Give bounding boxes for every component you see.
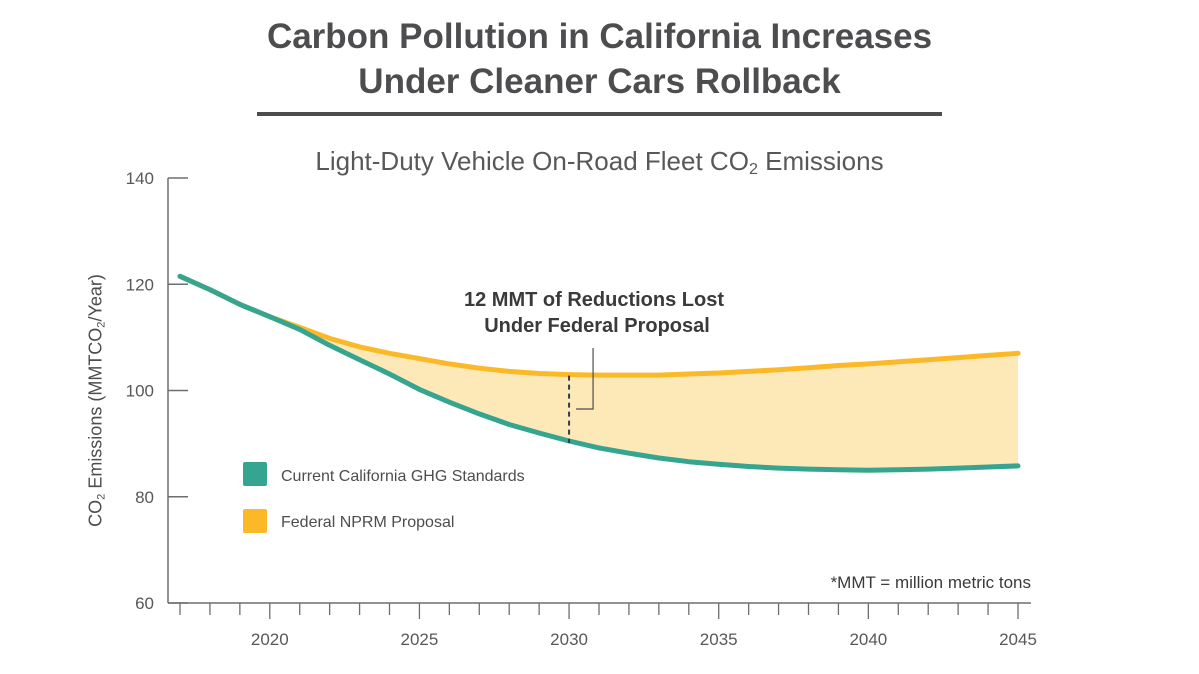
title-line-2: Under Cleaner Cars Rollback xyxy=(358,62,841,101)
y-tick-label-60: 60 xyxy=(135,594,154,613)
x-tick-label-2035: 2035 xyxy=(700,630,738,649)
annotation-leader-line xyxy=(576,348,594,410)
chart-subtitle: Light-Duty Vehicle On-Road Fleet CO2 Emi… xyxy=(315,146,884,179)
y-tick-label-120: 120 xyxy=(126,275,154,294)
title-divider xyxy=(257,112,942,116)
reductions-lost-area xyxy=(180,276,1018,471)
legend-label-california: Current California GHG Standards xyxy=(281,468,525,485)
x-tick-label-2040: 2040 xyxy=(849,630,887,649)
page-title: Carbon Pollution in California Increases… xyxy=(0,14,1199,104)
x-tick-label-2045: 2045 xyxy=(999,630,1037,649)
y-tick-label-100: 100 xyxy=(126,382,154,401)
y-tick-label-80: 80 xyxy=(135,488,154,507)
y-tick-label-140: 140 xyxy=(126,169,154,188)
legend-swatch-california xyxy=(243,462,267,486)
legend-label-federal: Federal NPRM Proposal xyxy=(281,514,454,531)
series-line-california xyxy=(177,273,1021,473)
annotation-line-1: 12 MMT of Reductions Lost xyxy=(464,289,724,311)
legend-swatch-federal xyxy=(243,509,267,533)
annotation-line-2: Under Federal Proposal xyxy=(484,315,710,337)
title-line-1: Carbon Pollution in California Increases xyxy=(266,17,933,56)
footnote: *MMT = million metric tons xyxy=(831,573,1031,592)
x-tick-label-2025: 2025 xyxy=(401,630,439,649)
x-tick-label-2020: 2020 xyxy=(251,630,289,649)
series-line-federal xyxy=(177,273,1021,378)
x-tick-label-2030: 2030 xyxy=(550,630,588,649)
